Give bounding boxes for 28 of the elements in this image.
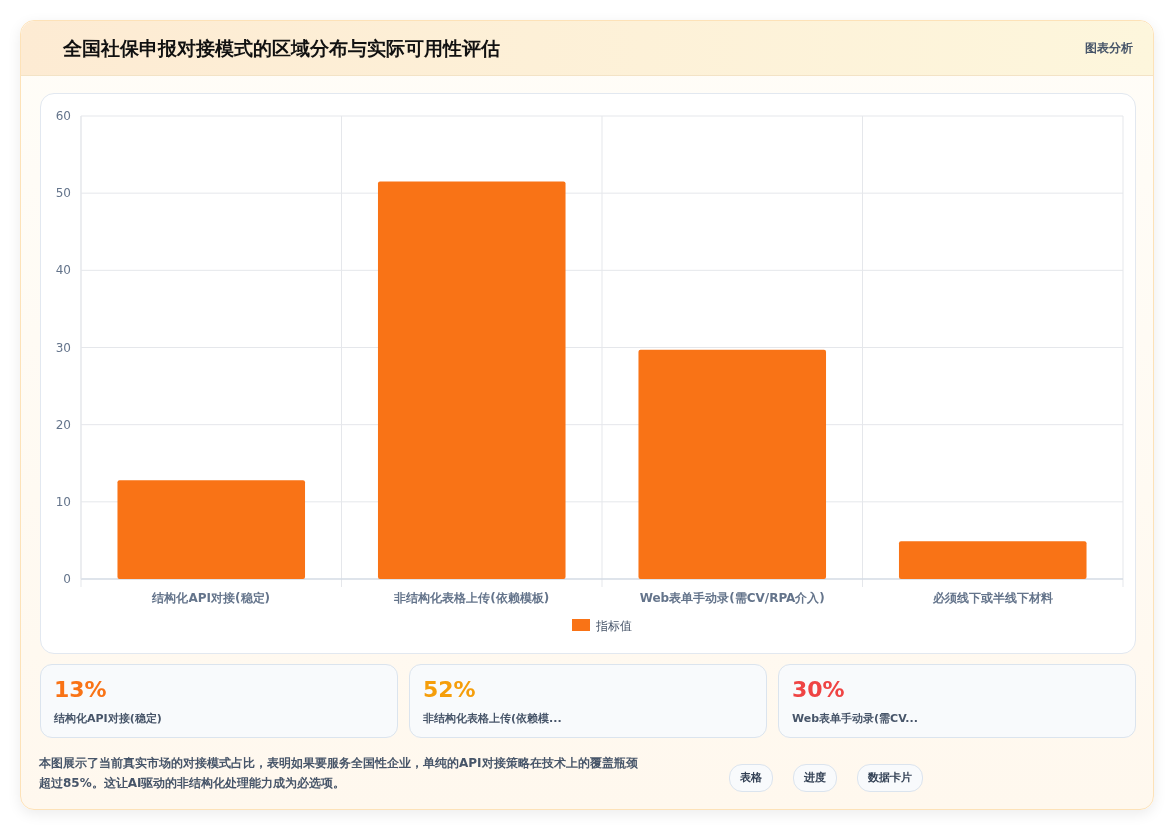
bar [898,541,1087,579]
bar [377,181,566,579]
x-tick-label: 非结构化表格上传(依赖模板) [393,591,550,605]
text: 图表分析 [1085,40,1133,57]
y-tick-label: 10 [55,494,71,509]
text: 非结构化表格上传(依赖模... [423,711,562,726]
chart-title: 全国社保申报对接模式的区域分布与实际可用性评估 [63,36,500,61]
y-tick-label: 0 [63,572,71,586]
y-tick-label: 50 [55,186,71,201]
text: 13% [54,677,107,702]
text: 本图展示了当前真实市场的对接模式占比，表明如果要服务全国性企业，单纯的API对接策略在技术上的覆盖瓶颈超过85%。这让AI驱动的非结构化处理能力成为必选项。 [39,755,639,792]
x-tick-label: 必须线下或半线下材料 [931,591,1053,605]
x-tick-label: 结构化API对接(稳定) [151,591,271,605]
text: 52% [423,677,476,702]
y-tick-label: 60 [55,109,71,123]
text: 结构化API对接(稳定) [54,711,162,726]
text: 进度 [793,764,837,792]
text: Web表单手动录(需CV... [792,711,918,726]
text: 表格 [729,764,773,792]
bar [638,349,827,579]
bar [117,480,306,579]
x-tick-label: Web表单手动录(需CV/RPA介入) [639,591,825,605]
text: 数据卡片 [857,764,923,792]
y-tick-label: 30 [55,340,71,355]
y-tick-label: 20 [55,417,71,432]
text: 30% [792,677,845,702]
legend-label: 指标值 [595,619,632,633]
y-tick-label: 40 [55,263,71,278]
